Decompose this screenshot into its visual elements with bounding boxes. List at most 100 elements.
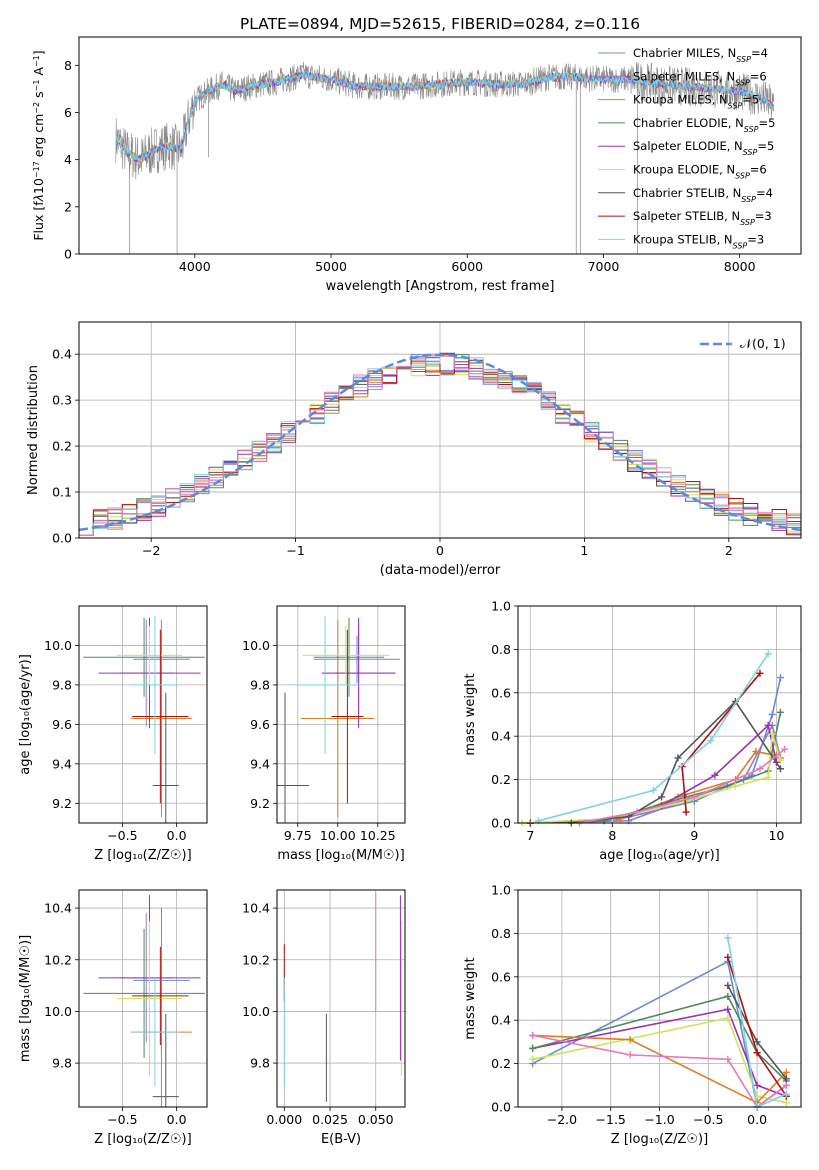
weight-point-marker [768, 711, 776, 718]
weight-point-marker [690, 793, 698, 801]
y-tick-label: 0.1 [52, 485, 72, 500]
y-tick-label: 0.0 [52, 531, 72, 546]
weight-point-marker [776, 708, 784, 716]
y-tick-label: 0.0 [491, 1100, 511, 1115]
y-tick-label: 0.0 [491, 816, 511, 831]
y-tick-label: 0.4 [491, 729, 511, 744]
x-tick-label: −1.0 [644, 1112, 674, 1127]
x-tick-label: 7 [526, 828, 534, 843]
y-tick-label: 9.4 [250, 756, 270, 771]
y-tick-label: 10.0 [44, 1004, 72, 1019]
legend-label: Chabrier ELODIE, NSSP=5 [633, 116, 775, 133]
x-axis-label: wavelength [Angstrom, rest frame] [326, 279, 555, 294]
x-tick-label: 4000 [179, 259, 211, 274]
y-tick-label: 8 [64, 58, 72, 73]
weight-point-marker [626, 1036, 634, 1044]
weight-series-line [727, 937, 787, 1107]
x-tick-label: 2 [725, 543, 733, 558]
x-tick-label: 6000 [451, 259, 483, 274]
y-tick-label: 0.4 [491, 1013, 511, 1028]
weight-point-marker [724, 1055, 732, 1063]
y-tick-label: 0.8 [491, 926, 511, 941]
y-tick-label: 0.3 [52, 393, 72, 408]
weight-point-marker [776, 765, 784, 773]
y-tick-label: 0.6 [491, 685, 511, 700]
weight-point-marker [682, 808, 690, 816]
y-tick-label: 9.2 [52, 796, 72, 811]
y-axis-label: Flux [fλ10−17 erg cm−2 s−1 A−1] [31, 50, 46, 240]
y-tick-label: 10.4 [44, 901, 72, 916]
weight-point-marker [782, 1075, 790, 1083]
mass-vs-Z-chart: −0.5 0.0 9.8 10.0 10.2 10.4 Z [log₁₀(Z/Z☉)] mas… [18, 889, 208, 1147]
weight-point-marker [711, 771, 719, 779]
y-tick-label: 0.8 [491, 642, 511, 657]
x-tick-label: 0.0 [167, 828, 187, 843]
mass-weight-vs-age-chart: 7 8 9 10 0.0 0.2 0.4 0.6 0.8 1.0 age [log₁₀(age/yr… [463, 599, 802, 863]
figure-title: PLATE=0894, MJD=52615, FIBERID=0284, z=0… [240, 15, 640, 33]
y-tick-label: 0.2 [52, 439, 72, 454]
legend-label: Salpeter MILES, NSSP=6 [633, 69, 767, 87]
y-tick-label: 9.8 [250, 1056, 270, 1071]
x-tick-label: 0.0 [747, 1112, 767, 1127]
legend-label: Kroupa STELIB, NSSP=3 [633, 232, 764, 250]
legend-label: Salpeter ELODIE, NSSP=5 [633, 139, 774, 157]
y-tick-label: 1.0 [491, 599, 511, 614]
y-tick-label: 0.4 [52, 347, 72, 362]
y-tick-label: 1.0 [491, 883, 511, 898]
weight-point-marker [764, 773, 772, 781]
spectrum-chart: 4000 5000 6000 7000 8000 0 2 4 6 8 wavelength [Ang… [31, 36, 802, 294]
y-tick-label: 9.2 [250, 796, 270, 811]
weight-point-marker [764, 721, 772, 729]
x-tick-label: 0.025 [312, 1112, 348, 1127]
weight-point-marker [768, 730, 776, 738]
weight-point-marker [529, 1055, 537, 1063]
weight-point-marker [731, 782, 739, 790]
y-tick-label: 9.6 [250, 717, 270, 732]
legend-label: Kroupa ELODIE, NSSP=6 [633, 163, 767, 181]
x-axis-label: age [log₁₀(age/yr)] [599, 848, 720, 863]
weight-point-marker [724, 953, 732, 961]
weight-point-marker [776, 674, 784, 682]
weight-point-marker [649, 786, 657, 794]
y-tick-label: 10.0 [44, 638, 72, 653]
y-tick-label: 4 [64, 152, 72, 167]
weight-point-marker [529, 1031, 537, 1039]
weight-series-line [532, 1034, 787, 1104]
x-tick-label: −1 [286, 543, 304, 558]
weight-series-line [571, 700, 782, 823]
y-tick-label: 0.6 [491, 969, 511, 984]
axes-frame [517, 889, 802, 1108]
weight-series-line [532, 1008, 787, 1097]
weight-point-marker [724, 934, 732, 942]
legend-label: Salpeter STELIB, NSSP=3 [633, 209, 772, 227]
residuals-chart: −2 −1 0 1 2 0.0 0.1 0.2 0.3 0.4 (data-model)/error… [26, 321, 802, 578]
weight-point-marker [626, 1051, 634, 1059]
y-tick-label: 0.2 [491, 772, 511, 787]
weight-point-marker [764, 650, 772, 658]
axes-frame [78, 321, 802, 539]
histogram-series [79, 354, 801, 538]
weight-point-marker [724, 992, 732, 1000]
weight-point-marker [753, 1038, 761, 1046]
y-tick-label: 2 [64, 199, 72, 214]
y-tick-label: 10.2 [242, 952, 270, 967]
x-tick-label: 10 [768, 828, 784, 843]
x-tick-label: 8 [608, 828, 616, 843]
x-axis-label: mass [log₁₀(M/M☉)] [277, 848, 404, 863]
x-tick-label: −2.0 [547, 1112, 577, 1127]
y-tick-label: 9.8 [52, 1056, 72, 1071]
x-tick-label: 7000 [588, 259, 620, 274]
mass-weight-vs-Z-chart: −2.0 −1.5 −1.0 −0.5 0.0 0.0 0.2 0.4 0.6 0.8 1.0 Z [… [463, 883, 802, 1147]
weight-point-marker [529, 1044, 537, 1052]
y-tick-label: 9.8 [52, 677, 72, 692]
x-tick-label: 5000 [315, 259, 347, 274]
y-tick-label: 9.4 [52, 756, 72, 771]
weight-point-marker [707, 737, 715, 745]
y-axis-label: mass weight [463, 957, 478, 1039]
axes-frame [276, 605, 406, 824]
normal-curve [79, 353, 801, 532]
x-tick-label: −0.5 [107, 1112, 137, 1127]
age-vs-mass-chart: 9.75 10.00 10.25 9.2 9.4 9.6 9.8 10.0 mass [log₁… [242, 605, 406, 863]
y-tick-label: 0.2 [491, 1056, 511, 1071]
